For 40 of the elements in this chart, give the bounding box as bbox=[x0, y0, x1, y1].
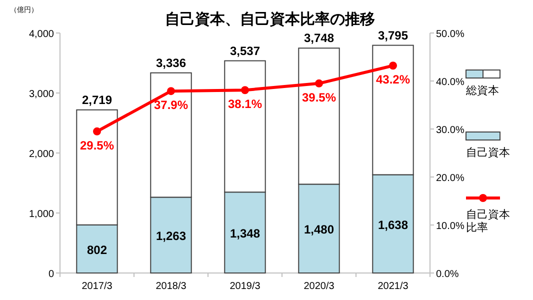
point bbox=[389, 62, 397, 70]
y2-tick-label: 30.0% bbox=[436, 125, 464, 136]
total-label: 3,748 bbox=[304, 31, 334, 46]
x-tick-label: 2018/3 bbox=[156, 281, 187, 292]
data-label: 29.5% bbox=[80, 138, 114, 152]
data-label: 43.2% bbox=[376, 72, 410, 87]
legend-label: 総資本 bbox=[465, 84, 499, 97]
y2-tick-label: 10.0% bbox=[436, 221, 464, 232]
total-label: 3,795 bbox=[378, 28, 408, 42]
data-label: 1,263 bbox=[156, 229, 186, 244]
chart-title: 自己資本、自己資本比率の推移 bbox=[165, 10, 375, 28]
point bbox=[167, 87, 175, 96]
total-label: 2,719 bbox=[82, 92, 112, 107]
x-tick-label: 2020/3 bbox=[304, 281, 335, 292]
data-label: 37.9% bbox=[154, 98, 188, 112]
total-label: 3,537 bbox=[230, 44, 260, 58]
point bbox=[241, 86, 249, 94]
y2-tick-label: 20.0% bbox=[436, 173, 464, 184]
y-tick-label: 1,000 bbox=[28, 209, 54, 220]
y-tick-label: 0 bbox=[48, 269, 54, 280]
x-tick-label: 2021/3 bbox=[378, 281, 409, 292]
point bbox=[93, 127, 101, 136]
x-tick-label: 2017/3 bbox=[82, 281, 113, 292]
point bbox=[315, 79, 323, 88]
data-label: 1,348 bbox=[230, 226, 260, 241]
x-tick-label: 2019/3 bbox=[230, 281, 261, 292]
y2-tick-label: 0.0% bbox=[436, 269, 459, 280]
y-tick-label: 4,000 bbox=[28, 29, 54, 40]
data-label: 1,480 bbox=[304, 222, 334, 237]
data-label: 802 bbox=[86, 242, 108, 257]
y2-tick-label: 40.0% bbox=[436, 77, 464, 88]
data-label: 39.5% bbox=[302, 90, 336, 104]
total-label: 3,336 bbox=[156, 56, 186, 70]
legend-label: 自己資本比率 bbox=[466, 208, 510, 234]
y-tick-label: 3,000 bbox=[28, 89, 54, 100]
legend-label: 自己資本 bbox=[466, 146, 510, 159]
y-tick-label: 2,000 bbox=[28, 149, 54, 160]
data-label: 1,638 bbox=[378, 218, 408, 232]
y2-tick-label: 50.0% bbox=[436, 29, 464, 40]
data-label: 38.1% bbox=[228, 97, 262, 112]
